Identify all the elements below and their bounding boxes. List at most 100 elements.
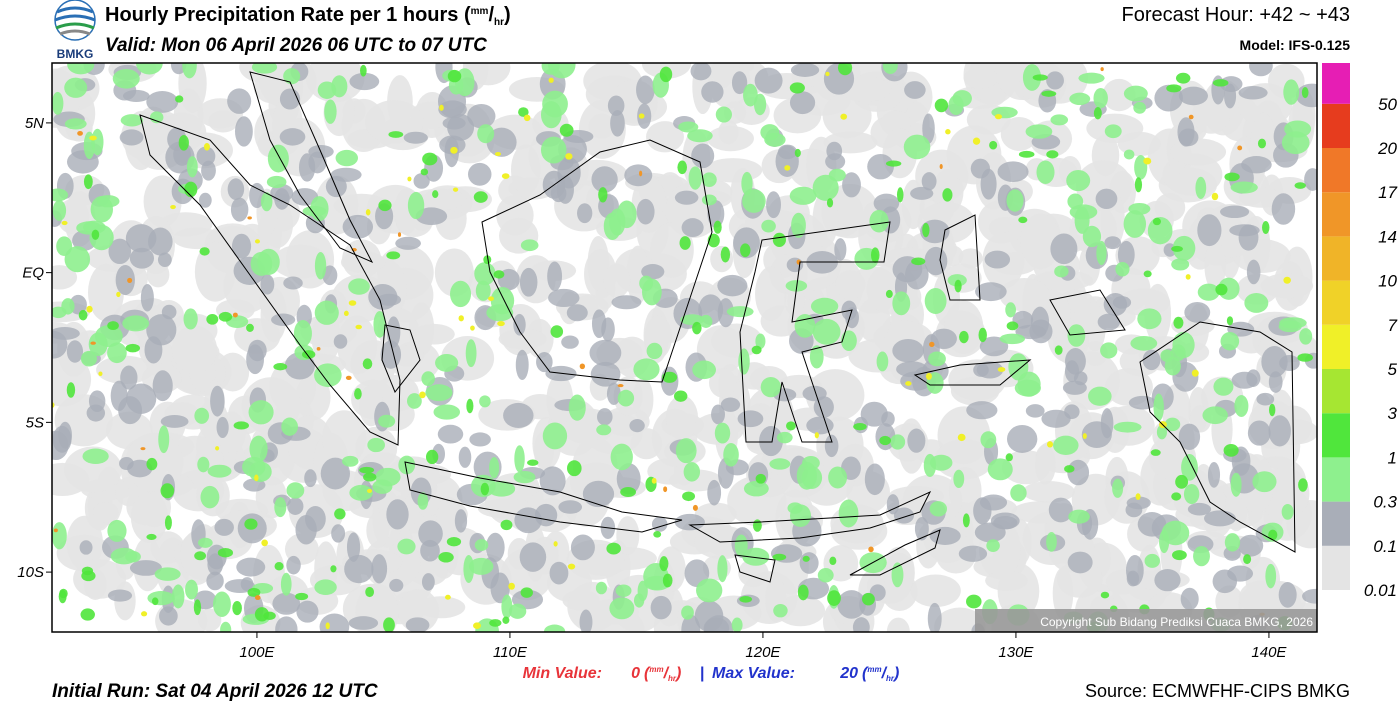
precip-patch bbox=[742, 189, 766, 213]
precip-patch bbox=[81, 566, 94, 576]
precip-patch bbox=[480, 482, 490, 496]
precip-patch bbox=[603, 263, 631, 298]
precip-patch bbox=[896, 187, 904, 203]
precip-patch bbox=[254, 607, 269, 622]
precip-patch bbox=[842, 172, 861, 198]
precip-patch bbox=[709, 368, 737, 398]
precip-patch bbox=[879, 435, 892, 446]
precip-patch bbox=[331, 524, 346, 543]
precip-patch bbox=[828, 466, 848, 489]
unit: ( bbox=[862, 665, 869, 682]
precip-patch bbox=[1156, 424, 1168, 440]
precip-patch bbox=[371, 554, 388, 584]
unit: hr bbox=[494, 17, 504, 28]
precip-patch bbox=[929, 341, 935, 348]
precip-patch bbox=[88, 332, 108, 357]
precip-patch bbox=[924, 288, 947, 314]
precip-patch bbox=[1302, 588, 1317, 604]
precip-patch bbox=[151, 597, 159, 606]
precip-patch bbox=[861, 592, 875, 606]
precip-patch bbox=[120, 365, 138, 390]
map: Copyright Sub Bidang Prediksi Cuaca BMKG… bbox=[52, 63, 1317, 632]
precip-patch bbox=[966, 594, 982, 609]
precip-patch bbox=[904, 81, 926, 99]
precip-patch bbox=[1188, 114, 1194, 120]
colorbar-label: 14 bbox=[1378, 227, 1397, 246]
precip-patch bbox=[1010, 484, 1027, 502]
precip-patch bbox=[136, 63, 163, 75]
precip-patch bbox=[1068, 509, 1090, 524]
precip-patch bbox=[127, 277, 133, 283]
precip-patch bbox=[1069, 92, 1091, 106]
precip-patch bbox=[508, 603, 527, 619]
precip-patch bbox=[1093, 88, 1108, 109]
precip-patch bbox=[1137, 308, 1162, 330]
precip-patch bbox=[1283, 276, 1291, 284]
colorbar-band bbox=[1322, 545, 1350, 590]
precip-patch bbox=[539, 466, 566, 496]
precip-patch bbox=[1112, 296, 1132, 309]
precip-patch bbox=[1202, 406, 1228, 425]
precip-patch bbox=[129, 247, 155, 269]
precip-patch bbox=[515, 349, 529, 380]
precip-patch bbox=[438, 552, 454, 563]
precip-patch bbox=[474, 539, 489, 551]
precip-patch bbox=[720, 246, 731, 263]
precip-patch bbox=[540, 101, 562, 129]
precip-patch bbox=[1265, 563, 1277, 589]
precip-patch bbox=[711, 63, 734, 89]
precip-patch bbox=[330, 167, 362, 182]
precip-patch bbox=[287, 497, 304, 515]
precip-patch bbox=[950, 376, 1000, 406]
precip-patch bbox=[193, 599, 202, 616]
precip-patch bbox=[713, 220, 722, 234]
precip-patch bbox=[1123, 149, 1135, 160]
precip-patch bbox=[247, 216, 252, 220]
precip-patch bbox=[1192, 94, 1231, 134]
precip-patch bbox=[458, 446, 472, 468]
precip-patch bbox=[869, 209, 889, 233]
unit: mm bbox=[649, 665, 663, 674]
precip-patch bbox=[56, 236, 73, 257]
valid-time: Valid: Mon 06 April 2026 06 UTC to 07 UT… bbox=[105, 35, 487, 56]
model: Model: IFS-0.125 bbox=[1240, 37, 1351, 53]
precip-patch bbox=[1271, 193, 1296, 225]
precip-patch bbox=[837, 63, 853, 76]
precip-patch bbox=[398, 455, 416, 475]
precip-patch bbox=[178, 134, 189, 151]
precip-patch bbox=[473, 191, 488, 203]
precip-patch bbox=[465, 339, 477, 368]
colorbar-label: 20 bbox=[1377, 139, 1397, 158]
colorbar-band bbox=[1322, 192, 1350, 237]
precip-patch bbox=[692, 504, 698, 511]
unit: ) bbox=[504, 4, 511, 26]
precip-patch bbox=[373, 311, 387, 338]
precip-patch bbox=[595, 581, 608, 595]
precip-patch bbox=[1246, 259, 1261, 285]
precip-patch bbox=[1224, 83, 1237, 109]
precip-patch bbox=[415, 207, 448, 226]
precip-patch bbox=[825, 153, 846, 170]
axes: 100E 110E 120E 130E 140E 5N EQ 5S 10S bbox=[17, 115, 1287, 661]
precip-patch bbox=[598, 187, 608, 203]
precip-patch bbox=[772, 232, 786, 247]
precip-patch bbox=[731, 617, 743, 632]
land bbox=[1049, 289, 1126, 336]
precip-patch bbox=[914, 517, 929, 541]
precip-patch bbox=[1224, 172, 1240, 182]
precip-patch bbox=[343, 310, 349, 317]
precip-patch bbox=[206, 313, 219, 325]
precip-patch bbox=[467, 103, 496, 129]
colorbar-label: 17 bbox=[1378, 183, 1397, 202]
x-tick-label: 130E bbox=[998, 644, 1034, 661]
precip-patch bbox=[796, 461, 817, 490]
precip-patch bbox=[445, 594, 451, 600]
precip-patch bbox=[1050, 114, 1069, 126]
unit: ( bbox=[644, 665, 651, 682]
precip-patch bbox=[1231, 371, 1258, 389]
precip-patch bbox=[809, 345, 824, 369]
precip-patch bbox=[683, 462, 701, 482]
copyright: Copyright Sub Bidang Prediksi Cuaca BMKG… bbox=[1040, 615, 1313, 629]
precip-patch bbox=[930, 328, 957, 349]
precip-patch bbox=[422, 152, 438, 166]
